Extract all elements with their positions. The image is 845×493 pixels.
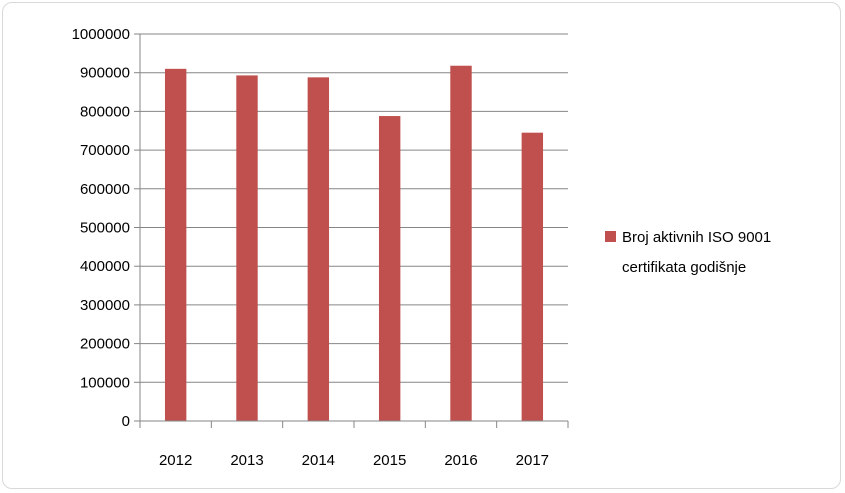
x-tick-label: 2015 (373, 452, 406, 469)
x-tick-label: 2016 (444, 452, 477, 469)
legend-label-line-2: certifikata godišnje (622, 259, 746, 276)
legend-label-line-1: Broj aktivnih ISO 9001 (622, 229, 771, 246)
legend-swatch (605, 231, 616, 242)
bar (164, 68, 187, 421)
y-tick-label: 800000 (80, 103, 130, 120)
bars (164, 65, 544, 422)
y-tick-label: 300000 (80, 297, 130, 314)
y-tick-label: 400000 (80, 258, 130, 275)
bar (521, 132, 544, 421)
y-tick-label: 600000 (80, 181, 130, 198)
x-tick-label: 2012 (159, 452, 192, 469)
y-tick-label: 100000 (80, 374, 130, 391)
axes (134, 33, 569, 428)
y-tick-label: 1000000 (72, 26, 130, 43)
bar (450, 65, 472, 421)
y-tick-label: 900000 (80, 65, 130, 82)
x-tick-label: 2013 (230, 452, 263, 469)
y-tick-label: 0 (122, 413, 130, 430)
x-axis-ticks: 2012 2013 2014 2015 2016 2017 (159, 452, 549, 469)
bar (236, 75, 258, 421)
x-tick-label: 2014 (302, 452, 335, 469)
legend: Broj aktivnih ISO 9001 certifikata godiš… (605, 229, 771, 276)
y-tick-label: 500000 (80, 220, 130, 237)
gridlines (140, 33, 568, 383)
bar (378, 116, 401, 421)
bar (307, 77, 330, 422)
y-axis-ticks: 0 100000 200000 300000 400000 500000 600000 700… (72, 26, 130, 430)
x-tick-label: 2017 (516, 452, 549, 469)
y-tick-label: 700000 (80, 142, 130, 159)
y-tick-label: 200000 (80, 336, 130, 353)
